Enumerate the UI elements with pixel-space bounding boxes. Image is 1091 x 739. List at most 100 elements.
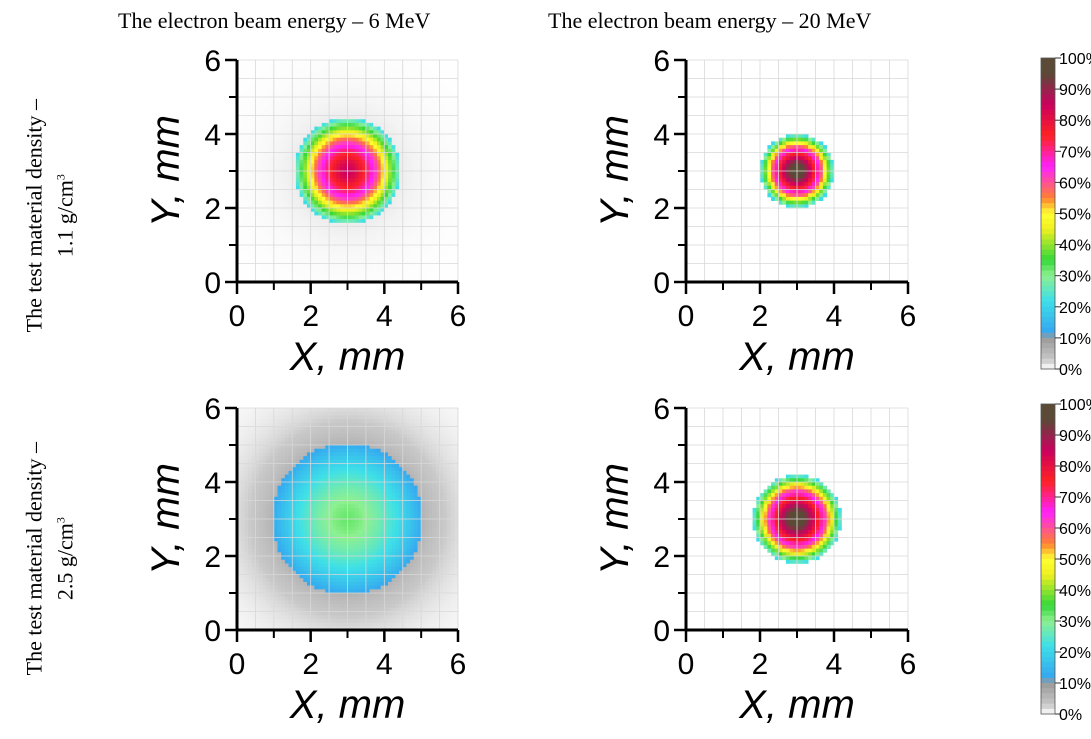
heat-cell — [303, 219, 307, 223]
heat-cell — [827, 171, 831, 175]
heat-cell — [370, 201, 374, 205]
heat-cell — [421, 164, 425, 168]
heat-cell — [259, 486, 263, 490]
heat-cell — [248, 408, 252, 412]
heat-cell — [340, 230, 344, 234]
heat-cell — [429, 160, 433, 164]
heat-cell — [447, 249, 451, 253]
heat-cell — [255, 97, 259, 101]
heat-cell — [377, 212, 381, 216]
heat-cell — [266, 560, 270, 564]
heat-cell — [797, 153, 801, 157]
heat-cell — [790, 190, 794, 194]
heat-cell — [410, 256, 414, 260]
heat-cell — [425, 234, 429, 238]
heat-cell — [403, 249, 407, 253]
heat-cell — [241, 563, 245, 567]
heat-cell — [311, 193, 315, 197]
heat-cell — [292, 427, 296, 431]
heat-cell — [296, 175, 300, 179]
heat-cell — [351, 178, 355, 182]
heat-cell — [819, 153, 823, 157]
heat-cell — [255, 249, 259, 253]
heat-cell — [259, 438, 263, 442]
heat-cell — [266, 504, 270, 508]
heat-cell — [340, 256, 344, 260]
heat-cell — [263, 178, 267, 182]
heat-cell — [403, 138, 407, 142]
heat-cell — [443, 215, 447, 219]
heat-cell — [440, 252, 444, 256]
heat-cell — [395, 175, 399, 179]
heat-cell — [318, 197, 322, 201]
heat-cell — [281, 123, 285, 127]
heat-cell — [311, 104, 315, 108]
heat-cell — [263, 171, 267, 175]
heat-cell — [329, 67, 333, 71]
heat-cell — [292, 123, 296, 127]
heat-cell — [410, 212, 414, 216]
heat-cell — [285, 238, 289, 242]
heat-cell — [285, 475, 289, 479]
heat-cell — [790, 197, 794, 201]
heat-cell — [300, 119, 304, 123]
heat-cell — [801, 160, 805, 164]
heat-cell — [281, 449, 285, 453]
heat-cell — [266, 190, 270, 194]
heat-cell — [259, 471, 263, 475]
heat-cell — [278, 512, 282, 516]
heat-cell — [259, 549, 263, 553]
heat-cell — [281, 212, 285, 216]
heat-cell — [263, 456, 267, 460]
heat-cell — [255, 519, 259, 523]
heat-cell — [248, 249, 252, 253]
heat-cell — [263, 71, 267, 75]
heat-cell — [429, 127, 433, 131]
heat-cell — [440, 215, 444, 219]
heat-cell — [403, 156, 407, 160]
heat-cell — [366, 171, 370, 175]
heat-cell — [311, 234, 315, 238]
heat-cell — [314, 182, 318, 186]
heat-cell — [311, 182, 315, 186]
heat-cell — [370, 238, 374, 242]
heat-cell — [392, 171, 396, 175]
heat-cell — [303, 197, 307, 201]
heat-cell — [244, 212, 248, 216]
heat-cell — [259, 145, 263, 149]
heat-cell — [384, 193, 388, 197]
heat-cell — [296, 208, 300, 212]
heat-cell — [432, 201, 436, 205]
heat-cell — [241, 101, 245, 105]
heat-cell — [406, 97, 410, 101]
heat-cell — [451, 97, 455, 101]
heat-cell — [292, 227, 296, 231]
heat-cell — [285, 227, 289, 231]
heat-cell — [373, 252, 377, 256]
heat-cell — [395, 238, 399, 242]
heat-cell — [303, 79, 307, 83]
heat-cell — [278, 123, 282, 127]
heat-cell — [384, 90, 388, 94]
heat-cell — [790, 156, 794, 160]
heat-cell — [359, 119, 363, 123]
heat-cell — [314, 138, 318, 142]
heat-cell — [278, 275, 282, 279]
heat-cell — [333, 208, 337, 212]
heat-cell — [443, 190, 447, 194]
heat-cell — [263, 116, 267, 120]
heat-cell — [414, 227, 418, 231]
heat-cell — [278, 90, 282, 94]
heat-cell — [296, 193, 300, 197]
heat-cell — [248, 486, 252, 490]
heat-cell — [274, 79, 278, 83]
heat-cell — [827, 153, 831, 157]
heat-cell — [340, 234, 344, 238]
heat-cell — [314, 256, 318, 260]
heat-cell — [329, 90, 333, 94]
heat-cell — [410, 267, 414, 271]
heat-cell — [248, 212, 252, 216]
heat-cell — [274, 538, 278, 542]
heat-cell — [432, 145, 436, 149]
heat-cell — [311, 212, 315, 216]
